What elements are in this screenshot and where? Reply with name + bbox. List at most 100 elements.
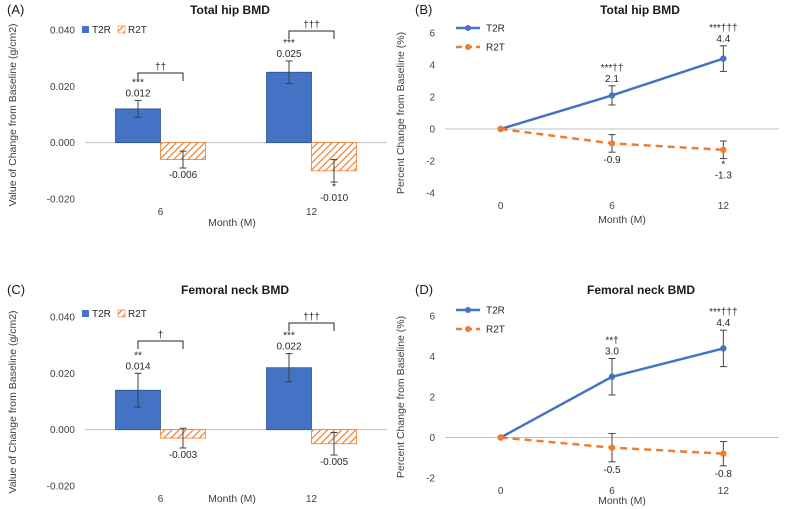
legend-marker-r2t: [465, 44, 471, 50]
y-axis-title: Percent Change from Baseline (%): [395, 32, 407, 194]
legend-label-r2t: R2T: [486, 325, 505, 336]
data-point-r2t: [720, 146, 727, 153]
data-label: -0.010: [320, 193, 349, 204]
y-tick-label: -2: [426, 474, 435, 485]
legend-label-t2r: T2R: [92, 25, 111, 36]
data-point-r2t: [608, 140, 616, 147]
data-label: -0.003: [169, 450, 198, 461]
legend-label-t2r: T2R: [486, 306, 505, 317]
data-label: -0.5: [603, 465, 621, 476]
x-axis-title: Month (M): [208, 493, 256, 505]
y-tick-label: 4: [429, 352, 435, 363]
significance-label: ***††: [601, 63, 624, 74]
x-axis-title: Month (M): [598, 495, 646, 507]
legend-label-t2r: T2R: [92, 309, 111, 320]
legend-label-r2t: R2T: [486, 43, 505, 54]
data-label: -0.006: [169, 170, 198, 181]
y-tick-label: 0.020: [50, 82, 75, 93]
y-tick-label: 0.020: [50, 369, 75, 380]
chart-title: Femoral neck BMD: [587, 283, 695, 297]
x-axis-title: Month (M): [598, 214, 646, 226]
data-label: 0.022: [276, 342, 301, 353]
chart-title: Femoral neck BMD: [181, 283, 289, 297]
bar-t2r: [266, 367, 312, 431]
legend-marker-t2r: [465, 25, 471, 31]
data-label: -1.3: [715, 171, 733, 182]
x-tick-label: 6: [609, 486, 615, 497]
x-tick-label: 6: [158, 494, 164, 505]
significance-label: **†: [605, 336, 618, 347]
y-tick-label: -2: [426, 157, 435, 168]
data-point-t2r: [720, 55, 727, 62]
y-tick-label: -4: [426, 189, 435, 200]
data-point-r2t: [720, 450, 727, 457]
significance-bracket: [288, 322, 335, 331]
significance-label: ***: [132, 77, 144, 88]
panel-b: (B) Total hip BMD -4 -2 0 2 4 6 Month (M) Percent…: [395, 2, 779, 226]
data-point-r2t: [497, 434, 504, 441]
x-tick-label: 6: [609, 201, 615, 212]
x-tick-label: 0: [498, 201, 504, 212]
data-label: 4.4: [716, 34, 730, 45]
bracket-label: ††: [155, 62, 166, 73]
x-tick-label: 12: [306, 494, 318, 505]
y-tick-label: 0: [429, 433, 435, 444]
y-tick-label: 2: [429, 93, 435, 104]
data-label: 4.4: [716, 318, 730, 329]
bracket-label: †††: [303, 20, 320, 31]
legend-swatch-t2r: [82, 310, 89, 317]
panel-label: (D): [415, 282, 433, 297]
y-tick-label: 0.040: [50, 26, 75, 37]
data-label: 0.014: [125, 361, 150, 372]
panel-label: (A): [7, 2, 24, 17]
chart-title: Total hip BMD: [600, 3, 680, 17]
bracket-label: †††: [303, 312, 320, 323]
significance-label: *: [332, 182, 336, 193]
panel-c: (C) Femoral neck BMD -0.020 0.000 0.020 0.040…: [7, 282, 387, 505]
legend-swatch-t2r: [82, 26, 89, 33]
y-tick-label: 0.040: [50, 313, 75, 324]
data-label: 0.012: [125, 88, 150, 99]
significance-bracket: [137, 72, 184, 81]
significance-label: ***†††: [709, 23, 737, 34]
bracket-label: †: [158, 330, 164, 341]
data-label: -0.005: [320, 457, 349, 468]
x-tick-label: 12: [718, 201, 730, 212]
data-point-r2t: [497, 125, 504, 133]
x-tick-label: 12: [306, 207, 318, 218]
legend-swatch-r2t: [117, 25, 126, 34]
y-tick-label: -0.020: [47, 195, 76, 206]
y-axis-title: Value of Change from Baseline (g/cm2): [7, 23, 19, 206]
y-tick-label: 2: [429, 393, 435, 404]
significance-label: **: [134, 350, 142, 361]
x-tick-label: 0: [498, 486, 504, 497]
data-label: 2.1: [605, 74, 619, 85]
legend-swatch-r2t: [117, 309, 126, 318]
y-tick-label: 0: [429, 125, 435, 136]
y-axis-title: Percent Change from Baseline (%): [395, 316, 407, 478]
significance-label: ***: [283, 38, 295, 49]
y-tick-label: 6: [429, 29, 435, 40]
y-tick-label: 6: [429, 312, 435, 323]
legend-label-t2r: T2R: [486, 24, 505, 35]
data-label: -0.8: [715, 469, 733, 480]
y-tick-label: 0.000: [50, 425, 75, 436]
x-tick-label: 6: [158, 207, 164, 218]
data-label: 3.0: [605, 347, 619, 358]
y-tick-label: 0.000: [50, 138, 75, 149]
x-tick-label: 12: [718, 486, 730, 497]
legend-label-r2t: R2T: [128, 25, 147, 36]
data-label: 0.025: [276, 49, 301, 60]
y-tick-label: 4: [429, 61, 435, 72]
data-point-t2r: [720, 345, 727, 352]
panel-label: (B): [415, 2, 432, 17]
panel-a: (A) Total hip BMD -0.020 0.000 0.020 0.040 Mon…: [7, 2, 387, 229]
y-axis-title: Value of Change from Baseline (g/cm2): [7, 310, 19, 493]
significance-bracket: [137, 340, 184, 349]
data-label: -0.9: [603, 155, 621, 166]
data-point-t2r: [608, 92, 616, 99]
data-point-r2t: [608, 444, 616, 451]
panel-label: (C): [7, 282, 25, 297]
data-point-t2r: [608, 373, 616, 380]
